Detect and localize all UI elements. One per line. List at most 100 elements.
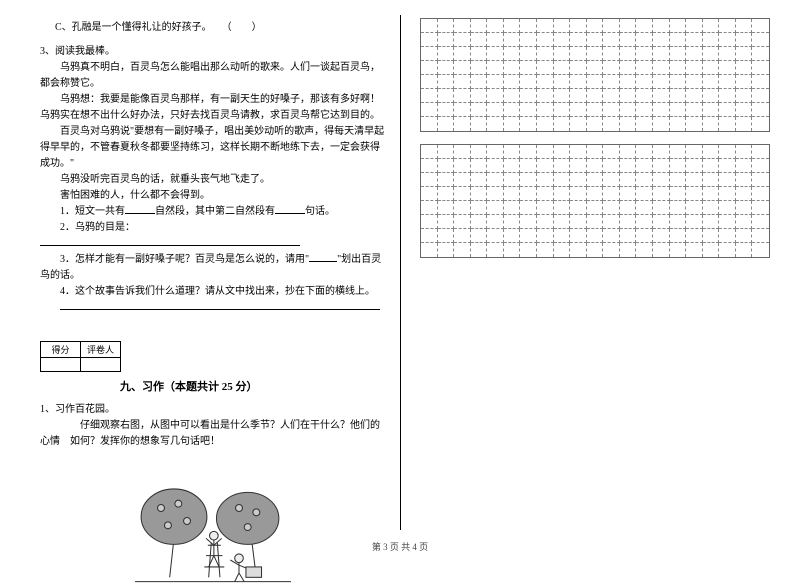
grid-cell[interactable] (603, 33, 620, 47)
grid-cell[interactable] (587, 75, 604, 89)
grid-cell[interactable] (438, 47, 455, 61)
grid-cell[interactable] (587, 19, 604, 33)
grid-cell[interactable] (603, 173, 620, 187)
grid-cell[interactable] (454, 187, 471, 201)
grid-cell[interactable] (620, 159, 637, 173)
grid-cell[interactable] (703, 103, 720, 117)
grid-cell[interactable] (736, 47, 753, 61)
grid-cell[interactable] (520, 243, 537, 257)
grid-cell[interactable] (587, 33, 604, 47)
grid-cell[interactable] (487, 215, 504, 229)
grid-cell[interactable] (554, 61, 571, 75)
grid-cell[interactable] (454, 145, 471, 159)
grid-cell[interactable] (454, 33, 471, 47)
grid-cell[interactable] (438, 33, 455, 47)
grader-cell[interactable] (81, 358, 121, 372)
grid-cell[interactable] (487, 173, 504, 187)
grid-cell[interactable] (554, 173, 571, 187)
grid-cell[interactable] (421, 117, 438, 131)
grid-cell[interactable] (636, 33, 653, 47)
grid-cell[interactable] (653, 75, 670, 89)
grid-cell[interactable] (686, 243, 703, 257)
grid-cell[interactable] (686, 89, 703, 103)
grid-cell[interactable] (636, 61, 653, 75)
grid-cell[interactable] (438, 89, 455, 103)
grid-cell[interactable] (620, 61, 637, 75)
grid-cell[interactable] (537, 117, 554, 131)
grid-cell[interactable] (570, 145, 587, 159)
grid-cell[interactable] (719, 19, 736, 33)
grid-cell[interactable] (471, 33, 488, 47)
grid-cell[interactable] (471, 75, 488, 89)
grid-cell[interactable] (570, 75, 587, 89)
grid-cell[interactable] (703, 187, 720, 201)
grid-cell[interactable] (670, 243, 687, 257)
grid-cell[interactable] (686, 75, 703, 89)
grid-cell[interactable] (603, 75, 620, 89)
grid-cell[interactable] (454, 229, 471, 243)
grid-cell[interactable] (520, 33, 537, 47)
grid-cell[interactable] (620, 173, 637, 187)
grid-cell[interactable] (487, 75, 504, 89)
grid-cell[interactable] (537, 187, 554, 201)
grid-cell[interactable] (719, 145, 736, 159)
blank-fill[interactable] (275, 204, 305, 214)
grid-cell[interactable] (471, 215, 488, 229)
grid-cell[interactable] (620, 19, 637, 33)
grid-cell[interactable] (703, 19, 720, 33)
grid-cell[interactable] (570, 19, 587, 33)
grid-cell[interactable] (719, 61, 736, 75)
grid-cell[interactable] (471, 201, 488, 215)
grid-cell[interactable] (636, 215, 653, 229)
grid-cell[interactable] (421, 187, 438, 201)
grid-cell[interactable] (719, 201, 736, 215)
grid-cell[interactable] (703, 145, 720, 159)
grid-cell[interactable] (719, 103, 736, 117)
grid-cell[interactable] (504, 159, 521, 173)
grid-cell[interactable] (670, 89, 687, 103)
grid-cell[interactable] (653, 61, 670, 75)
grid-cell[interactable] (504, 229, 521, 243)
blank-fill-long[interactable] (40, 236, 300, 246)
grid-cell[interactable] (537, 33, 554, 47)
grid-cell[interactable] (471, 159, 488, 173)
grid-cell[interactable] (670, 117, 687, 131)
grid-cell[interactable] (504, 117, 521, 131)
grid-cell[interactable] (736, 243, 753, 257)
grid-cell[interactable] (587, 145, 604, 159)
grid-cell[interactable] (736, 33, 753, 47)
grid-cell[interactable] (438, 61, 455, 75)
grid-cell[interactable] (620, 75, 637, 89)
grid-cell[interactable] (736, 173, 753, 187)
grid-cell[interactable] (520, 117, 537, 131)
grid-cell[interactable] (670, 173, 687, 187)
grid-cell[interactable] (752, 117, 769, 131)
grid-cell[interactable] (504, 243, 521, 257)
grid-cell[interactable] (504, 75, 521, 89)
grid-cell[interactable] (554, 201, 571, 215)
grid-cell[interactable] (520, 201, 537, 215)
grid-cell[interactable] (487, 47, 504, 61)
grid-cell[interactable] (454, 61, 471, 75)
grid-cell[interactable] (587, 47, 604, 61)
grid-cell[interactable] (438, 243, 455, 257)
grid-cell[interactable] (570, 61, 587, 75)
grid-cell[interactable] (537, 61, 554, 75)
grid-cell[interactable] (520, 89, 537, 103)
grid-cell[interactable] (752, 75, 769, 89)
grid-cell[interactable] (587, 215, 604, 229)
grid-cell[interactable] (504, 61, 521, 75)
grid-cell[interactable] (438, 229, 455, 243)
grid-cell[interactable] (421, 243, 438, 257)
grid-cell[interactable] (686, 173, 703, 187)
grid-cell[interactable] (570, 229, 587, 243)
grid-cell[interactable] (471, 89, 488, 103)
grid-cell[interactable] (636, 201, 653, 215)
grid-cell[interactable] (570, 103, 587, 117)
grid-cell[interactable] (454, 117, 471, 131)
grid-cell[interactable] (570, 173, 587, 187)
grid-cell[interactable] (703, 215, 720, 229)
grid-cell[interactable] (686, 19, 703, 33)
grid-cell[interactable] (719, 89, 736, 103)
grid-cell[interactable] (620, 89, 637, 103)
